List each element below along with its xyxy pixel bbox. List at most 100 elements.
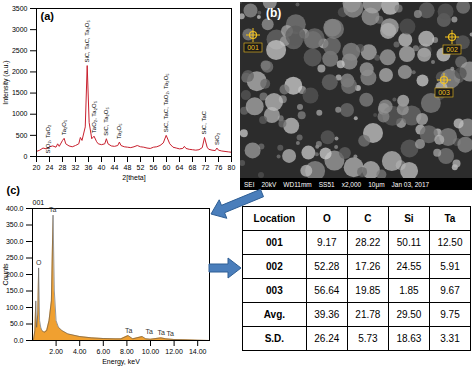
svg-text:Counts: Counts — [2, 263, 9, 286]
html-text:26.24: 26.24 — [314, 333, 340, 344]
html-text:S.D.: S.D. — [264, 333, 285, 344]
svg-text:(b): (b) — [266, 6, 281, 20]
svg-text:Ta₂O₅: Ta₂O₅ — [61, 119, 67, 135]
html-text:3.31: 3.31 — [440, 333, 460, 344]
svg-text:0: 0 — [24, 153, 28, 160]
html-text:Si: Si — [404, 213, 414, 224]
svg-text:Intensity (a.u.): Intensity (a.u.) — [2, 60, 10, 104]
svg-text:SS51: SS51 — [319, 181, 335, 188]
svg-text:SiC, Ta₂O₅: SiC, Ta₂O₅ — [103, 107, 109, 136]
svg-text:100.0: 100.0 — [6, 304, 24, 311]
svg-text:1500: 1500 — [12, 89, 28, 96]
html-text:9.75: 9.75 — [440, 309, 460, 320]
svg-text:500: 500 — [16, 132, 28, 139]
svg-text:3500: 3500 — [12, 5, 28, 12]
svg-text:68: 68 — [189, 164, 197, 171]
svg-text:60: 60 — [163, 164, 171, 171]
svg-text:80: 80 — [228, 164, 236, 171]
svg-text:2.00: 2.00 — [49, 348, 63, 355]
svg-text:8.00: 8.00 — [120, 348, 134, 355]
svg-text:Ta₂O₅: Ta₂O₅ — [116, 123, 122, 139]
html-text:19.85: 19.85 — [355, 285, 381, 296]
svg-text:WD11mm: WD11mm — [283, 181, 311, 188]
svg-text:32: 32 — [72, 164, 80, 171]
svg-text:150.0: 150.0 — [6, 287, 24, 294]
html-text:28.22: 28.22 — [355, 237, 381, 248]
svg-text:350.0: 350.0 — [6, 221, 24, 228]
svg-text:250.0: 250.0 — [6, 254, 24, 261]
html-text:29.50: 29.50 — [396, 309, 422, 320]
svg-text:(c): (c) — [7, 184, 21, 196]
html-text:18.63: 18.63 — [396, 333, 422, 344]
svg-text:Ta: Ta — [145, 328, 153, 335]
svg-text:SiC, TaC: SiC, TaC — [201, 110, 207, 134]
html-text:9.67: 9.67 — [440, 285, 460, 296]
svg-text:20: 20 — [33, 164, 41, 171]
svg-text:4.00: 4.00 — [73, 348, 87, 355]
html-text:5.73: 5.73 — [358, 333, 378, 344]
html-text:52.28: 52.28 — [314, 261, 340, 272]
svg-text:48: 48 — [124, 164, 132, 171]
svg-text:SiC, TaC, Ta₂O₅: SiC, TaC, Ta₂O₅ — [84, 19, 90, 62]
svg-text:6.00: 6.00 — [96, 348, 110, 355]
html-text:24.55: 24.55 — [396, 261, 422, 272]
html-text:001: 001 — [266, 237, 283, 248]
svg-text:Ta: Ta — [125, 327, 133, 334]
html-text:003: 003 — [266, 285, 283, 296]
svg-text:TaO₂, Ta₂O₅: TaO₂, Ta₂O₅ — [91, 100, 97, 133]
svg-text:2000: 2000 — [12, 68, 28, 75]
svg-text:40: 40 — [98, 164, 106, 171]
html-text:50.11: 50.11 — [396, 237, 422, 248]
svg-text:24: 24 — [46, 164, 54, 171]
html-text:Location: Location — [253, 213, 296, 224]
html-text:9.17: 9.17 — [317, 237, 337, 248]
svg-text:2500: 2500 — [12, 47, 28, 54]
html-text:5.91: 5.91 — [440, 261, 460, 272]
svg-text:10.00: 10.00 — [142, 348, 160, 355]
svg-text:2[theta]: 2[theta] — [122, 174, 145, 182]
svg-text:SiO₂: SiO₂ — [214, 132, 220, 145]
svg-text:50.0: 50.0 — [10, 320, 24, 327]
svg-text:56: 56 — [150, 164, 158, 171]
svg-text:Ta: Ta — [157, 329, 165, 336]
svg-text:72: 72 — [202, 164, 210, 171]
svg-text:20kV: 20kV — [261, 181, 276, 188]
svg-text:Energy, keV: Energy, keV — [102, 358, 140, 366]
svg-text:Ta: Ta — [167, 330, 175, 337]
svg-text:52: 52 — [137, 164, 145, 171]
svg-text:28: 28 — [59, 164, 67, 171]
html-text:Ta: Ta — [444, 213, 456, 224]
html-text:1.85: 1.85 — [399, 285, 419, 296]
svg-text:O: O — [36, 259, 42, 266]
svg-text:44: 44 — [111, 164, 119, 171]
svg-text:003: 003 — [438, 89, 450, 96]
svg-text:3000: 3000 — [12, 26, 28, 33]
svg-text:14.00: 14.00 — [189, 348, 207, 355]
html-text:56.64: 56.64 — [314, 285, 340, 296]
svg-text:001: 001 — [247, 44, 259, 51]
svg-text:Ta: Ta — [49, 206, 57, 213]
svg-text:x2,000: x2,000 — [342, 181, 362, 188]
svg-text:002: 002 — [446, 46, 458, 53]
svg-text:10μm: 10μm — [368, 181, 384, 189]
svg-text:SEI: SEI — [244, 181, 255, 188]
svg-text:76: 76 — [215, 164, 223, 171]
svg-text:400.0: 400.0 — [6, 205, 24, 212]
html-text:17.26: 17.26 — [355, 261, 381, 272]
html-text:12.50: 12.50 — [437, 237, 463, 248]
svg-text:64: 64 — [176, 164, 184, 171]
svg-text:Jan 03, 2017: Jan 03, 2017 — [392, 181, 430, 188]
html-text:002: 002 — [266, 261, 283, 272]
svg-text:12.00: 12.00 — [165, 348, 183, 355]
html-text:21.78: 21.78 — [355, 309, 381, 320]
svg-text:SiC, TaC, TaO₂, Ta₂O₅: SiC, TaC, TaO₂, Ta₂O₅ — [163, 73, 169, 133]
svg-text:001: 001 — [33, 199, 45, 206]
html-text:39.36: 39.36 — [314, 309, 340, 320]
html-text:Avg.: Avg. — [263, 309, 285, 320]
svg-text:36: 36 — [85, 164, 93, 171]
svg-text:300.0: 300.0 — [6, 238, 24, 245]
svg-text:0.0: 0.0 — [14, 337, 24, 344]
svg-text:1000: 1000 — [12, 110, 28, 117]
svg-text:(a): (a) — [41, 10, 55, 22]
svg-text:SiO₂, TaO₂: SiO₂, TaO₂ — [45, 124, 51, 154]
